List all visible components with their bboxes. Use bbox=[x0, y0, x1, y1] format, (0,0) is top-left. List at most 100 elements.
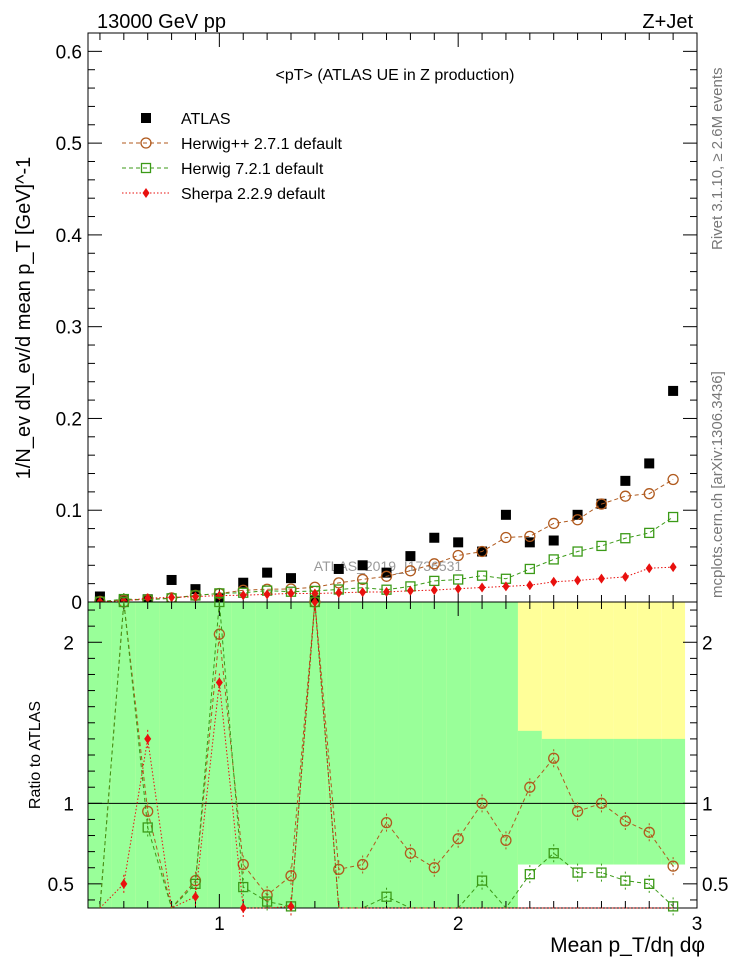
band-bin bbox=[589, 738, 614, 865]
x-axis-label: Mean p_T/dη dφ bbox=[550, 934, 705, 957]
ratio-y-tick-label: 2 bbox=[63, 633, 74, 654]
main-data-point bbox=[667, 511, 679, 523]
main-y-tick-label: 0 bbox=[71, 593, 82, 614]
band-bin bbox=[231, 602, 256, 908]
band-bin bbox=[111, 602, 136, 908]
band-bin bbox=[88, 602, 112, 908]
x-tick-label: 1 bbox=[214, 914, 225, 935]
ratio-data-point bbox=[285, 870, 297, 882]
main-series-4 bbox=[96, 562, 677, 607]
main-plot-axes: 0 0.1 0.2 0.3 0.4 0.5 0.6 bbox=[56, 32, 698, 614]
band-bin bbox=[207, 602, 232, 908]
main-data-point bbox=[548, 517, 560, 530]
ratio-data-point bbox=[500, 834, 512, 847]
ratio-data-point bbox=[214, 596, 225, 608]
main-data-point bbox=[383, 586, 391, 597]
band-bin bbox=[159, 602, 184, 908]
ratio-data-point bbox=[215, 677, 223, 688]
band-bin bbox=[613, 738, 638, 865]
ratio-data-point bbox=[643, 826, 655, 838]
main-series-2 bbox=[94, 473, 679, 608]
main-data-point bbox=[286, 573, 296, 584]
main-data-point bbox=[620, 533, 631, 544]
ratio-data-point bbox=[572, 867, 583, 878]
header-left-label: 13000 GeV pp bbox=[97, 11, 226, 33]
ratio-data-point bbox=[644, 878, 655, 889]
side-text-top: Rivet 3.1.10, ≥ 2.6M events bbox=[709, 68, 726, 251]
ratio-data-point bbox=[476, 797, 488, 809]
main-plot-series bbox=[94, 385, 679, 608]
main-data-point bbox=[404, 565, 417, 577]
ratio-y-tick-label-right: 1 bbox=[702, 794, 713, 815]
main-data-point bbox=[380, 570, 393, 582]
ratio-data-point bbox=[142, 822, 153, 833]
main-data-point bbox=[476, 545, 488, 558]
ratio-data-point bbox=[142, 805, 154, 818]
legend-marker bbox=[140, 162, 152, 174]
ratio-y-tick-label: 0.5 bbox=[48, 875, 74, 896]
ratio-data-point bbox=[476, 875, 488, 886]
main-data-point bbox=[597, 573, 605, 584]
ratio-data-point bbox=[238, 881, 249, 893]
main-data-point bbox=[430, 585, 438, 596]
main-y-axis-label-text: 1/N_ev dN_ev/d mean p_T [GeV]^-1 bbox=[13, 157, 35, 480]
main-data-point bbox=[526, 580, 534, 591]
main-y-axis-label: 1/N_ev dN_ev/d mean p_T [GeV]^-1 bbox=[13, 157, 35, 480]
band-bin bbox=[541, 738, 566, 865]
band-bin bbox=[637, 738, 662, 865]
ratio-plot-axes: 0.5 0.5 1 1 2 2 1 2 3 bbox=[48, 601, 728, 935]
main-data-point bbox=[428, 558, 440, 570]
main-data-point bbox=[574, 575, 582, 586]
ratio-data-point bbox=[381, 891, 392, 902]
main-y-tick-label: 0.1 bbox=[56, 501, 82, 522]
ratio-y-tick-label-right: 0.5 bbox=[702, 875, 728, 896]
main-data-point bbox=[238, 577, 249, 588]
main-data-point bbox=[356, 573, 369, 586]
band-bin bbox=[398, 602, 423, 908]
ratio-data-point bbox=[356, 858, 369, 871]
main-data-point bbox=[239, 590, 247, 601]
main-data-point bbox=[429, 532, 440, 543]
main-data-point bbox=[406, 585, 414, 596]
header-right-label: Z+Jet bbox=[642, 11, 693, 33]
ratio-data-point bbox=[548, 848, 559, 859]
ratio-data-point bbox=[120, 878, 128, 889]
main-y-tick-label: 0.2 bbox=[56, 409, 82, 430]
main-data-point bbox=[596, 540, 607, 552]
legend: ATLAS Herwig++ 2.7.1 default Herwig 7.2.1 … bbox=[122, 111, 343, 203]
band-bin bbox=[446, 602, 471, 908]
band-bin bbox=[661, 738, 686, 865]
main-y-tick-label: 0.6 bbox=[56, 42, 82, 63]
legend-marker bbox=[142, 188, 150, 198]
band-bin bbox=[255, 602, 280, 908]
ratio-uncertainty-bands bbox=[88, 602, 686, 908]
band-bin bbox=[135, 602, 160, 908]
ratio-y-tick-label-right: 2 bbox=[702, 633, 713, 654]
main-data-point bbox=[524, 563, 535, 575]
ratio-series-2 bbox=[99, 593, 679, 916]
main-data-point bbox=[190, 584, 201, 595]
main-data-point bbox=[287, 588, 295, 599]
main-data-point bbox=[572, 546, 583, 557]
legend-marker bbox=[140, 137, 152, 149]
band-green bbox=[88, 602, 686, 908]
main-data-point bbox=[452, 549, 464, 562]
ratio-data-point bbox=[595, 797, 608, 809]
main-data-point bbox=[359, 587, 367, 598]
ratio-data-point bbox=[667, 901, 679, 912]
legend-entry-label: Herwig 7.2.1 default bbox=[181, 161, 324, 178]
main-series-1 bbox=[94, 385, 679, 607]
ratio-data-point bbox=[261, 889, 273, 901]
band-bin bbox=[494, 602, 518, 908]
main-data-point bbox=[621, 571, 629, 582]
main-series-line bbox=[99, 479, 674, 602]
band-bin bbox=[302, 602, 327, 908]
band-bin bbox=[422, 602, 447, 908]
ratio-data-point bbox=[571, 805, 584, 818]
main-data-point bbox=[550, 576, 558, 587]
legend-marker bbox=[141, 113, 151, 123]
ratio-data-point bbox=[524, 781, 536, 793]
ratio-data-point bbox=[144, 733, 152, 744]
main-plot-frame bbox=[87, 32, 698, 603]
ratio-data-point bbox=[620, 875, 631, 886]
